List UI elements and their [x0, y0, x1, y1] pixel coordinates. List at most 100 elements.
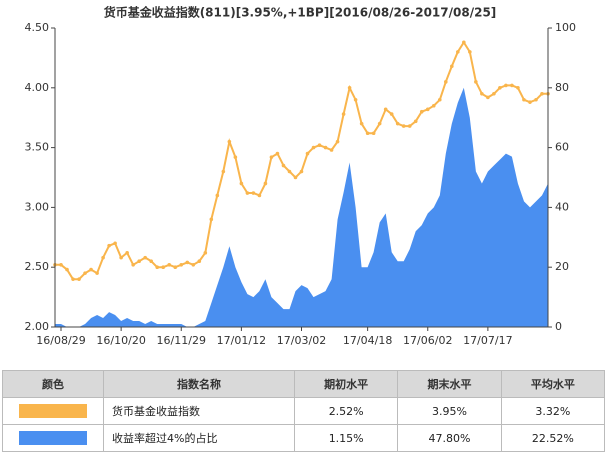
point: [239, 181, 244, 186]
point: [468, 50, 472, 54]
point: [131, 263, 135, 267]
point: [275, 151, 280, 156]
point: [534, 97, 538, 102]
point: [113, 241, 117, 246]
header-cell: 平均水平: [500, 370, 606, 398]
point: [173, 265, 178, 270]
point: [498, 86, 502, 90]
point: [437, 97, 442, 102]
header-cell: 期末水平: [397, 370, 502, 398]
point: [251, 191, 256, 195]
area: [55, 87, 548, 327]
row: 收益率超过4%的占比 1.15% 47.80% 22.52%: [2, 424, 606, 452]
header-cell: 期初水平: [293, 370, 399, 398]
cell: 1.15%: [293, 424, 399, 452]
point: [167, 263, 172, 267]
point: [149, 259, 153, 264]
point: [395, 121, 400, 126]
point: [89, 267, 93, 272]
point: [528, 100, 532, 104]
point: [101, 255, 105, 260]
point: [227, 139, 232, 144]
swatch: [19, 404, 87, 418]
cell: 3.95%: [397, 397, 502, 425]
point: [522, 97, 526, 102]
y2-tick-label: 100: [555, 21, 576, 34]
point: [462, 40, 466, 45]
point: [474, 80, 478, 84]
point: [389, 112, 394, 116]
y2-tick-label: 40: [555, 200, 569, 213]
y2-tick-label: 0: [555, 320, 562, 333]
point: [71, 277, 75, 281]
point: [233, 155, 238, 159]
cell: 22.52%: [500, 424, 606, 452]
point: [299, 169, 304, 174]
point: [486, 95, 490, 100]
point: [347, 86, 352, 90]
cell: 47.80%: [397, 424, 502, 452]
point: [329, 148, 334, 152]
point: [293, 175, 298, 180]
point: [365, 131, 370, 136]
x-tick-label: 16/11/29: [157, 334, 206, 347]
point: [407, 124, 412, 128]
row: 货币基金收益指数 2.52% 3.95% 3.32%: [2, 397, 606, 425]
point: [443, 80, 448, 84]
swatch-cell: [2, 397, 104, 425]
point: [137, 259, 141, 264]
point: [197, 259, 202, 264]
point: [245, 191, 250, 195]
x-tick-label: 17/01/12: [217, 334, 266, 347]
chart-title: 货币基金收益指数(811)[3.95%,+1BP][2016/08/26-201…: [104, 5, 497, 20]
x-tick-label: 17/06/02: [403, 334, 452, 347]
point: [95, 271, 99, 275]
y-tick-label: 4.00: [25, 81, 50, 94]
index-name: 货币基金收益指数: [103, 397, 295, 425]
point: [323, 145, 328, 150]
y2-tick-label: 20: [555, 260, 569, 273]
point: [377, 121, 382, 126]
point: [191, 263, 196, 267]
y-tick-label: 3.50: [25, 141, 50, 154]
point: [504, 83, 508, 88]
y-tick-label: 2.50: [25, 260, 50, 273]
point: [281, 163, 286, 168]
x-tick-label: 16/10/20: [96, 334, 145, 347]
point: [65, 267, 69, 272]
point: [161, 265, 166, 270]
header-cell: 颜色: [2, 370, 104, 398]
point: [221, 169, 226, 174]
y-tick-label: 2.00: [25, 320, 50, 333]
point: [431, 103, 436, 108]
y-tick-label: 3.00: [25, 200, 50, 213]
point: [83, 271, 87, 275]
point: [335, 139, 340, 144]
header-row: 颜色 指数名称 期初水平 期末水平 平均水平: [2, 370, 606, 398]
point: [317, 143, 322, 148]
point: [359, 121, 364, 126]
point: [540, 91, 544, 96]
point: [287, 169, 292, 174]
y-tick-label: 4.50: [25, 21, 50, 34]
point: [383, 107, 388, 112]
point: [492, 91, 496, 96]
point: [203, 251, 208, 255]
point: [425, 107, 430, 112]
point: [107, 243, 111, 248]
point: [456, 50, 460, 54]
point: [59, 263, 63, 267]
point: [269, 155, 274, 159]
point: [371, 131, 376, 136]
swatch: [19, 431, 87, 445]
x-tick-label: 16/08/29: [36, 334, 85, 347]
index-name: 收益率超过4%的占比: [103, 424, 295, 452]
point: [185, 260, 190, 265]
point: [413, 119, 418, 124]
point: [311, 145, 316, 150]
point: [209, 217, 214, 222]
point: [450, 64, 454, 69]
cell: 3.32%: [500, 397, 606, 425]
point: [341, 112, 346, 116]
